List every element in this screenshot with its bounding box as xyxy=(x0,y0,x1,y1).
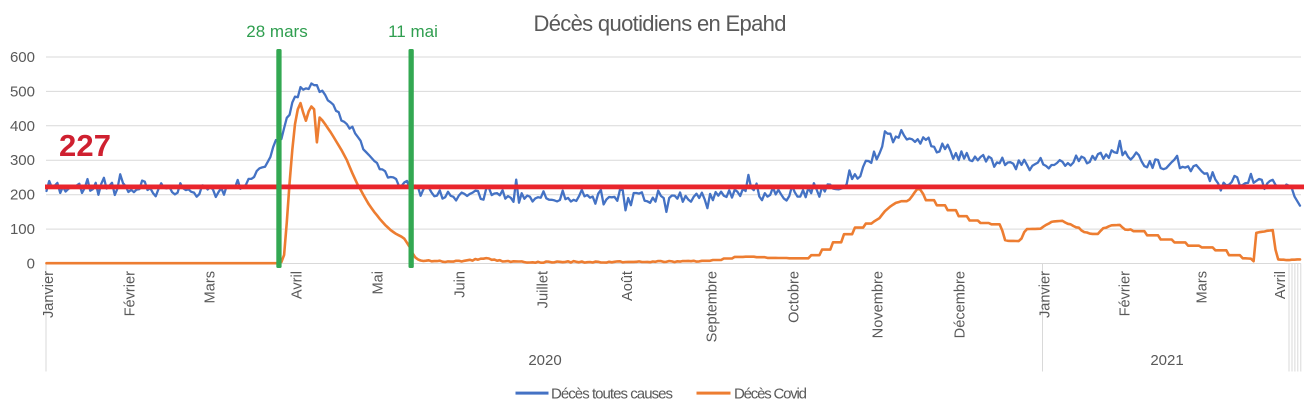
svg-text:Mars: Mars xyxy=(1195,271,1211,303)
svg-text:Décembre: Décembre xyxy=(953,271,969,338)
svg-text:Décès quotidiens en Epahd: Décès quotidiens en Epahd xyxy=(534,11,787,36)
svg-text:200: 200 xyxy=(10,187,35,204)
svg-text:Janvier: Janvier xyxy=(1038,271,1054,318)
svg-text:Décès toutes causes: Décès toutes causes xyxy=(551,386,673,403)
svg-text:Septembre: Septembre xyxy=(705,271,721,342)
svg-text:Juillet: Juillet xyxy=(536,271,552,308)
svg-text:Février: Février xyxy=(1118,271,1134,317)
svg-text:Novembre: Novembre xyxy=(871,271,887,338)
svg-text:500: 500 xyxy=(10,83,35,100)
svg-text:100: 100 xyxy=(10,221,35,238)
svg-text:Juin: Juin xyxy=(453,271,469,298)
svg-text:28 mars: 28 mars xyxy=(246,22,307,41)
svg-text:300: 300 xyxy=(10,152,35,169)
svg-text:Février: Février xyxy=(123,271,139,317)
svg-text:Octobre: Octobre xyxy=(787,271,803,323)
svg-text:Avril: Avril xyxy=(290,271,306,299)
svg-text:400: 400 xyxy=(10,118,35,135)
svg-text:Janvier: Janvier xyxy=(41,271,57,318)
svg-text:Août: Août xyxy=(620,271,636,301)
svg-text:600: 600 xyxy=(10,49,35,66)
svg-text:Avril: Avril xyxy=(1273,271,1289,299)
svg-text:227: 227 xyxy=(59,128,111,163)
svg-text:2020: 2020 xyxy=(528,352,561,369)
svg-text:Mai: Mai xyxy=(371,271,387,295)
svg-text:0: 0 xyxy=(27,256,35,273)
svg-text:Mars: Mars xyxy=(203,271,219,303)
svg-text:2021: 2021 xyxy=(1150,352,1183,369)
svg-text:Décès Covid: Décès Covid xyxy=(734,386,807,403)
svg-text:11 mai: 11 mai xyxy=(388,22,438,41)
